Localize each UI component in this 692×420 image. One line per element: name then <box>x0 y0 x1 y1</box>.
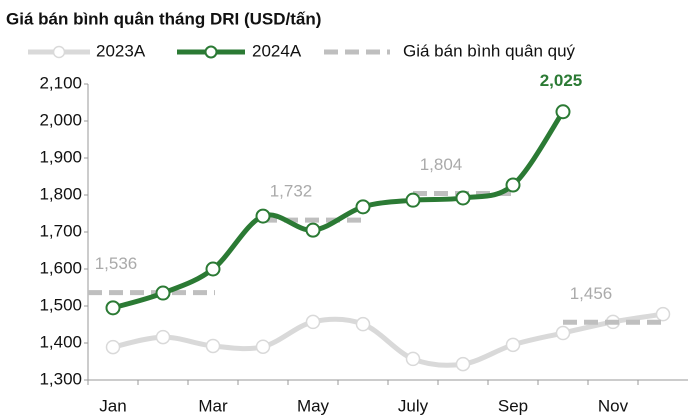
x-tick-label: Jan <box>99 396 126 415</box>
point <box>355 316 371 332</box>
y-tick-label: 1,700 <box>39 221 82 240</box>
data-label: 1,536 <box>95 254 138 273</box>
y-tick-label: 1,500 <box>39 295 82 314</box>
point <box>405 192 421 208</box>
chart-title: Giá bán bình quân tháng DRI (USD/tấn) <box>6 9 321 28</box>
legend-label: 2023A <box>96 41 146 60</box>
y-tick-label: 1,600 <box>39 258 82 277</box>
point <box>255 208 271 224</box>
point <box>455 356 471 372</box>
point <box>155 285 171 301</box>
x-tick-label: Nov <box>598 396 629 415</box>
x-tick-label: Mar <box>198 396 228 415</box>
x-tick-label: May <box>297 396 330 415</box>
y-tick-label: 1,800 <box>39 184 82 203</box>
point <box>555 325 571 341</box>
data-label: 1,456 <box>570 284 613 303</box>
point <box>505 337 521 353</box>
point <box>305 314 321 330</box>
data-label: 1,732 <box>270 182 313 201</box>
y-tick-label: 2,100 <box>39 73 82 92</box>
point <box>205 338 221 354</box>
point <box>205 261 221 277</box>
series-line <box>110 109 566 311</box>
data-label: 2,025 <box>540 71 583 90</box>
y-tick-label: 1,300 <box>39 369 82 388</box>
legend-label: 2024A <box>252 41 302 60</box>
point <box>105 300 121 316</box>
point <box>305 222 321 238</box>
point <box>105 339 121 355</box>
legend-marker <box>52 45 66 59</box>
y-tick-label: 1,400 <box>39 332 82 351</box>
point <box>155 329 171 345</box>
legend-marker <box>204 45 218 59</box>
point <box>655 306 671 322</box>
series-line <box>110 311 666 368</box>
data-label: 1,804 <box>420 155 463 174</box>
y-tick-label: 1,900 <box>39 147 82 166</box>
point <box>355 199 371 215</box>
x-tick-label: Sep <box>498 396 528 415</box>
y-tick-label: 2,000 <box>39 110 82 129</box>
point <box>505 177 521 193</box>
legend-label: Giá bán bình quân quý <box>403 41 576 60</box>
point <box>405 351 421 367</box>
x-tick-label: July <box>398 396 429 415</box>
point <box>555 104 571 120</box>
point <box>455 190 471 206</box>
point <box>255 339 271 354</box>
